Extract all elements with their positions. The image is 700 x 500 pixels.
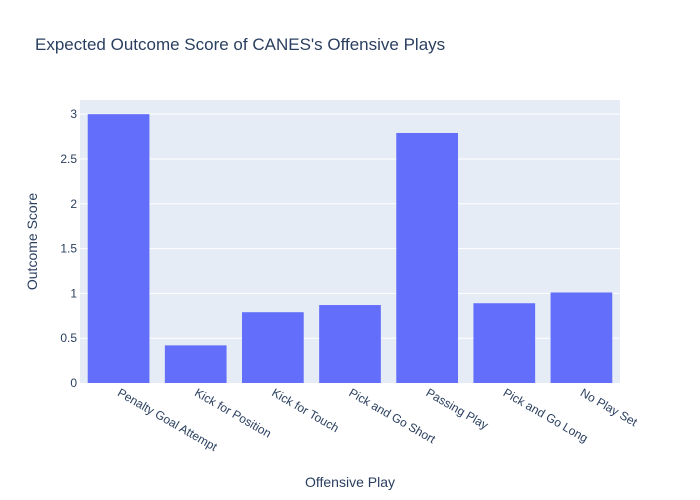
y-tick-label: 2: [70, 197, 77, 211]
bar: [242, 312, 304, 383]
y-tick-label: 3: [70, 107, 77, 121]
bar: [396, 132, 458, 383]
bar: [164, 345, 227, 383]
y-tick-label: 2.5: [60, 152, 77, 166]
bar: [550, 292, 613, 383]
bar: [473, 303, 536, 383]
y-tick-label: 1.5: [60, 242, 77, 256]
y-tick-label: 1: [70, 286, 77, 300]
x-tick-label: Pick and Go Long: [501, 385, 591, 445]
y-axis-ticks: 0 0.5 1 1.5 2 2.5 3: [60, 107, 77, 390]
x-tick-label: No Play Set: [578, 385, 640, 429]
bar: [319, 305, 381, 383]
bar: [87, 114, 150, 383]
y-axis-title: Outcome Score: [24, 193, 40, 290]
x-tick-label: Passing Play: [424, 385, 491, 432]
y-tick-label: 0.5: [60, 331, 77, 345]
x-tick-label: Kick for Touch: [269, 385, 341, 435]
x-axis-title: Offensive Play: [305, 474, 395, 490]
y-tick-label: 0: [70, 376, 77, 390]
bars: [87, 114, 613, 383]
gridlines: [80, 113, 620, 339]
chart-title: Expected Outcome Score of CANES's Offens…: [35, 35, 445, 54]
